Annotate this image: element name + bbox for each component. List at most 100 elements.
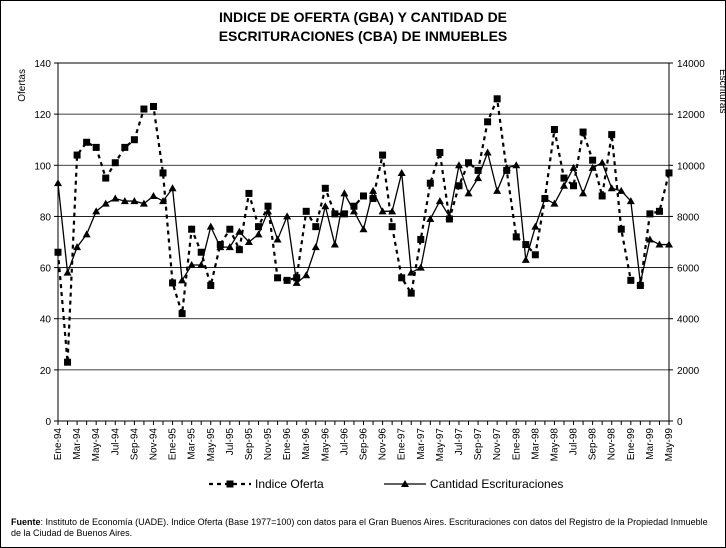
chart: INDICE DE OFERTA (GBA) Y CANTIDAD DE ESC… [17, 9, 725, 491]
data-point [264, 202, 272, 210]
y-tick-label: 60 [40, 264, 52, 275]
data-point [64, 358, 72, 366]
data-point [245, 189, 253, 197]
data-point [178, 310, 186, 318]
data-point [92, 207, 101, 215]
data-point [140, 105, 148, 113]
data-point [588, 163, 597, 171]
legend-label: Cantidad Escrituraciones [430, 477, 563, 491]
data-point [579, 128, 587, 136]
data-point [474, 166, 482, 174]
y2-tick-label: 14000 [677, 59, 705, 70]
data-point [426, 214, 435, 222]
data-point [244, 238, 253, 245]
x-tick-label: Ene-98 [511, 428, 522, 461]
data-point [340, 210, 348, 218]
data-point [359, 225, 368, 233]
y2-tick-label: 10000 [677, 161, 705, 172]
y2-tick-label: 12000 [677, 110, 705, 121]
data-point [655, 207, 663, 215]
data-point [187, 261, 196, 269]
data-point [226, 225, 234, 233]
x-tick-label: Nov-94 [148, 428, 159, 461]
data-point [130, 136, 138, 144]
data-point [388, 207, 397, 215]
x-tick-label: Sep-97 [473, 428, 484, 461]
series-line [57, 150, 669, 285]
x-tick-label: Ene-94 [53, 428, 64, 461]
source-label: Fuente [11, 517, 41, 527]
x-tick-label: Mar-94 [72, 428, 83, 460]
data-point [540, 194, 549, 202]
x-tick-label: Jul-95 [225, 428, 236, 456]
x-tick-label: May-95 [206, 428, 217, 462]
data-point [273, 235, 282, 243]
data-point [92, 143, 100, 151]
x-tick-label: Jul-94 [110, 428, 121, 456]
data-point [502, 163, 511, 171]
data-point [512, 233, 520, 241]
x-tick-label: Nov-98 [607, 428, 618, 461]
chart-title: INDICE DE OFERTA (GBA) Y CANTIDAD DE [219, 9, 507, 25]
x-tick-label: May-96 [320, 428, 331, 462]
data-point [178, 276, 187, 284]
data-point [331, 210, 339, 218]
data-point [340, 189, 349, 197]
data-point [54, 248, 62, 256]
data-point [349, 207, 358, 215]
data-point [83, 138, 91, 146]
data-point [225, 243, 234, 251]
data-point [512, 161, 521, 169]
data-point [139, 199, 148, 207]
data-point [665, 169, 673, 177]
data-point [474, 174, 483, 182]
data-point [188, 225, 196, 233]
data-point [207, 281, 215, 289]
x-tick-label: Ene-96 [282, 428, 293, 461]
data-point [645, 235, 654, 243]
data-point [111, 194, 120, 202]
data-point [531, 251, 539, 259]
data-point [350, 202, 358, 210]
legend-marker [226, 480, 234, 488]
x-tick-label: Sep-96 [359, 428, 370, 461]
data-point [197, 261, 206, 269]
data-point [235, 246, 243, 254]
y-tick-label: 20 [40, 366, 52, 377]
data-point [378, 207, 387, 215]
data-point [216, 243, 225, 251]
x-tick-label: Jul-98 [569, 428, 580, 456]
x-tick-label: Mar-95 [187, 428, 198, 460]
data-point [54, 179, 62, 187]
chart-title: ESCRITURACIONES (CBA) DE INMUEBLES [219, 28, 508, 44]
data-point [197, 248, 205, 256]
data-point [445, 212, 454, 220]
x-tick-label: Nov-96 [378, 428, 389, 461]
y2-tick-label: 6000 [677, 264, 700, 275]
source-text: : Instituto de Economía (UADE). Indice O… [11, 517, 708, 538]
data-point [636, 278, 645, 286]
x-tick-label: Ene-95 [168, 428, 179, 461]
data-point [493, 95, 501, 103]
data-point [464, 189, 473, 197]
x-tick-label: Jul-96 [339, 428, 350, 456]
x-tick-label: May-97 [435, 428, 446, 462]
data-point [235, 227, 244, 235]
data-point [312, 223, 320, 231]
y-tick-label: 0 [45, 417, 51, 428]
data-point [388, 223, 396, 231]
legend-marker [401, 480, 409, 487]
y-tick-label: 120 [34, 110, 51, 121]
data-point [436, 149, 444, 156]
data-point [159, 197, 168, 205]
data-point [292, 278, 301, 286]
y2-tick-label: 4000 [677, 315, 700, 326]
data-point [311, 243, 320, 251]
data-point [560, 174, 568, 182]
data-point [397, 168, 406, 176]
data-point [559, 181, 568, 189]
data-point [493, 186, 502, 194]
data-point [283, 212, 292, 220]
data-point [579, 189, 588, 197]
